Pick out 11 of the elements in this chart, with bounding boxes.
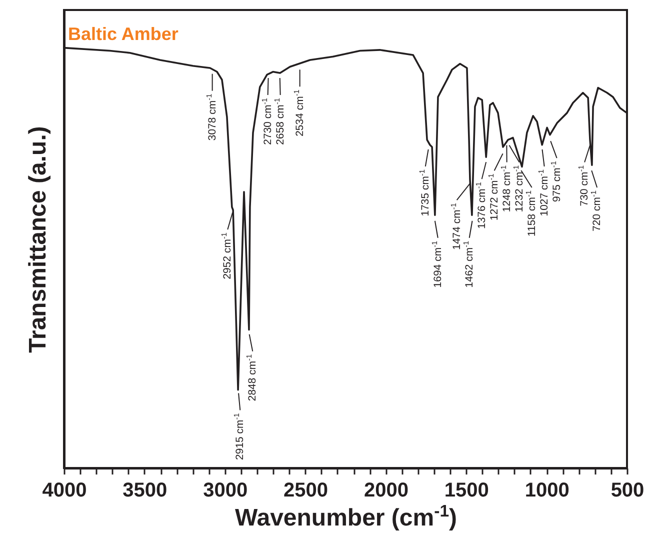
x-tick-label: 1500 bbox=[444, 480, 489, 502]
x-tick-label: 2000 bbox=[364, 480, 408, 502]
x-tick-label: 500 bbox=[610, 480, 644, 502]
x-tick-label: 2500 bbox=[284, 480, 328, 502]
x-tick-label: 1000 bbox=[524, 480, 570, 502]
chart-title: Baltic Amber bbox=[68, 24, 178, 44]
x-axis-title: Wavenumber (cm$^{-1}$) bbox=[234, 501, 458, 532]
x-tick-label: 3500 bbox=[122, 480, 168, 502]
y-axis-title: Transmittance (a.u.) bbox=[24, 126, 52, 353]
x-tick-label: 4000 bbox=[42, 480, 87, 502]
x-tick-label: 3000 bbox=[203, 480, 248, 502]
